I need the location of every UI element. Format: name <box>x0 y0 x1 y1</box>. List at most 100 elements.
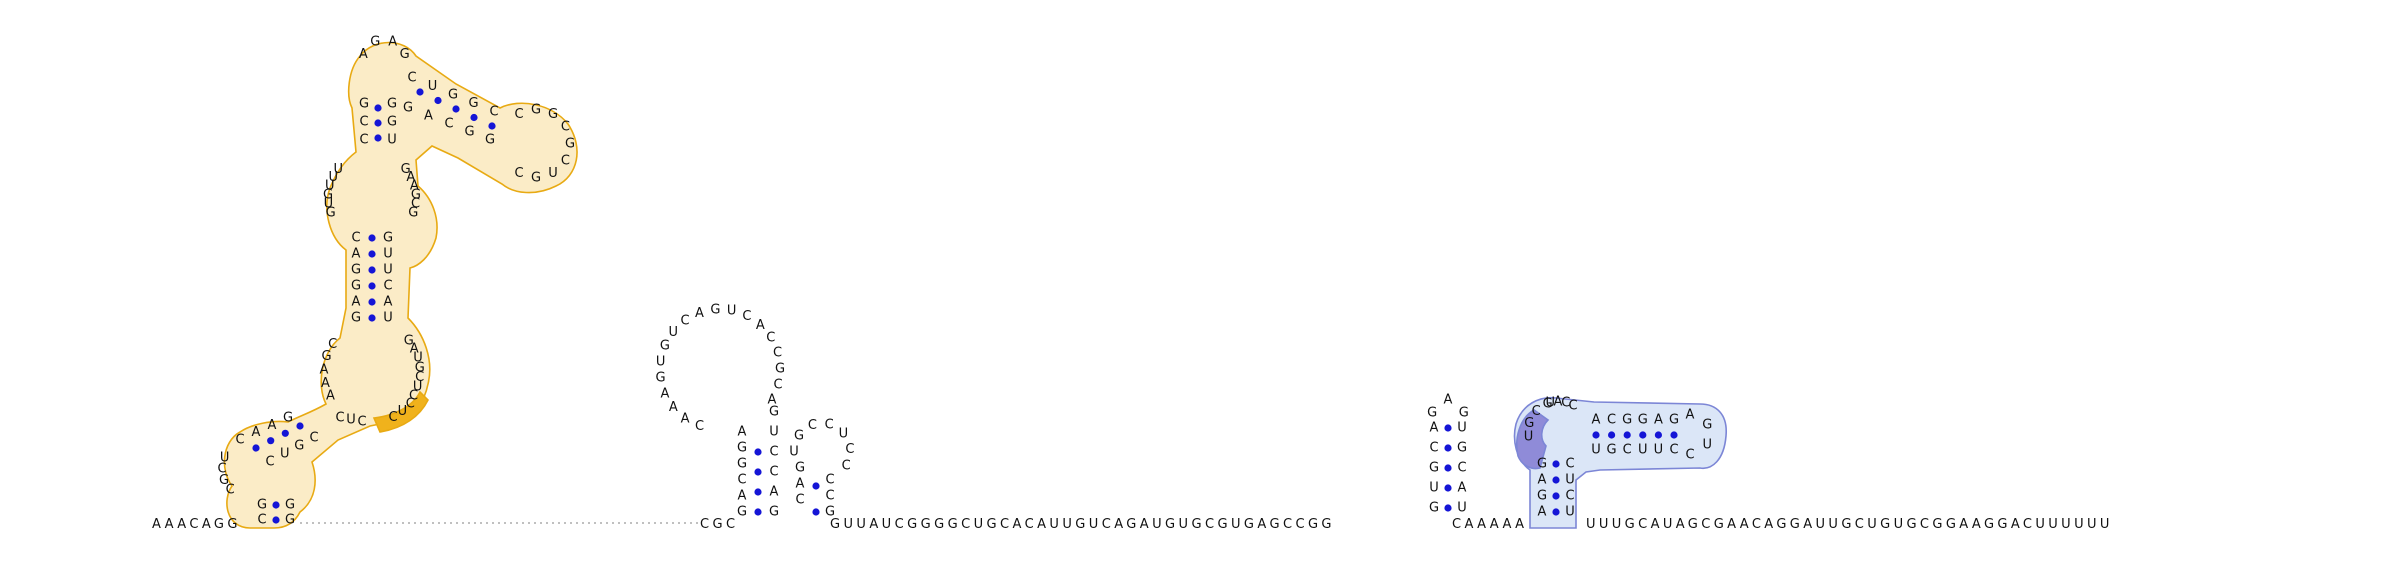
nt-left-right-loop: C <box>561 120 570 135</box>
nt-left-mid-5p: C <box>351 231 360 246</box>
nt-blue-vert-5p: A <box>1538 505 1547 520</box>
nt-blue-loop: C <box>1561 396 1570 411</box>
nt-blue-vert-3p: U <box>1565 473 1575 488</box>
nt-left-mid-5p: G <box>351 263 361 278</box>
base-pair-dot <box>1444 424 1452 432</box>
nt-left-base-loop: G <box>219 473 229 488</box>
base-pair-dot <box>452 105 460 113</box>
nt-left-lower-5p: G <box>283 411 293 426</box>
nt-rs-stem-5p: U <box>1429 481 1439 496</box>
nt-blue-stem-5p: G <box>1669 413 1679 428</box>
nt-left-upper-5p: G <box>448 88 458 103</box>
nt-blue-tip: U <box>1703 438 1713 453</box>
nt-blue-vert-5p: A <box>1538 473 1547 488</box>
nt-left-top-loop: A <box>359 47 368 62</box>
nt-rs-stem-3p: G <box>1457 441 1467 456</box>
base-pair-dot <box>1592 431 1600 439</box>
base-pair-dot <box>374 104 382 112</box>
nt-left-lower-loop-5p: G <box>321 349 331 364</box>
nt-mid-side-loop: U <box>839 427 849 442</box>
nt-left-right-loop: G <box>531 103 541 118</box>
base-pair-dot <box>252 444 260 452</box>
nt-rs-stem-5p: C <box>1429 441 1438 456</box>
nt-left-right-loop: U <box>548 166 558 181</box>
base-pair-dot <box>812 508 820 516</box>
base-pair-dot <box>470 113 478 122</box>
nt-left-mid-loop-3p: A <box>410 178 419 193</box>
nt-mid-loop: A <box>695 306 704 321</box>
nt-left-base-5p: C <box>257 513 266 528</box>
nt-mid-stem-3p: A <box>770 485 779 500</box>
baseline-sequence: AAACAGG CGC GUUAUCGGGGCUGCACAUUGUCAGAUGU… <box>152 517 2109 532</box>
nt-left-upper-5p: C <box>407 71 416 86</box>
nt-mid-loop: C <box>766 331 775 346</box>
nt-mid-loop: C <box>773 345 782 360</box>
nt-blue-stem-5p: G <box>1638 413 1648 428</box>
nt-left-mid-loop-3p: C <box>411 197 420 212</box>
nt-left-mid-loop-3p: G <box>401 162 411 177</box>
nt-left-upper-5p: C <box>489 105 498 120</box>
base-pair-dot <box>1444 444 1452 452</box>
nt-mid-loop: C <box>742 309 751 324</box>
base-pair-dot <box>1444 484 1452 492</box>
nt-left-right-loop: C <box>514 166 523 181</box>
nt-left-mid-3p: C <box>383 279 392 294</box>
nt-blue-vert-3p: C <box>1565 457 1574 472</box>
nt-mid-stem-5p: A <box>738 489 747 504</box>
nt-mid-loop: A <box>660 386 669 401</box>
nt-blue-stem-5p: C <box>1607 413 1616 428</box>
nt-blue-stem-3p: U <box>1638 443 1648 458</box>
base-pair-dot <box>374 134 382 142</box>
nt-left-lower-3p: C <box>265 455 274 470</box>
nt-left-right-loop: G <box>531 171 541 186</box>
nt-blue-highlight: U <box>1524 430 1534 445</box>
nt-left-highlight-linear: U <box>346 413 356 428</box>
nt-mid-stem-3p: G <box>769 505 779 520</box>
nt-left-lower-loop-3p: A <box>410 342 419 357</box>
nt-left-right-loop: C <box>561 154 570 169</box>
base-pair-dot <box>281 429 289 437</box>
nt-mid-stem-5p: C <box>737 473 746 488</box>
base-pair-dot <box>368 298 376 306</box>
nt-blue-loop: U <box>1545 396 1555 411</box>
base-pair-dot <box>368 250 376 258</box>
nt-left-lower-loop-5p: A <box>321 376 330 391</box>
nt-left-base-5p: G <box>257 498 267 513</box>
nt-left-highlight-linear: C <box>335 411 344 426</box>
nt-left-mid-3p: A <box>384 295 393 310</box>
base-pair-dot <box>368 282 376 290</box>
nt-blue-stem-3p: C <box>1669 443 1678 458</box>
nt-left-junction-3p: U <box>387 133 397 148</box>
nt-left-lower-loop-5p: C <box>328 337 337 352</box>
nt-mid-loop: C <box>681 314 690 329</box>
nt-left-lower-loop-3p: G <box>415 360 425 375</box>
base-pair-dots <box>252 88 1678 524</box>
base-pair-dot <box>416 88 424 96</box>
nt-rs-stem-3p: C <box>1457 461 1466 476</box>
nt-blue-tip: A <box>1686 408 1695 423</box>
nt-left-top-loop: G <box>400 47 410 62</box>
nt-mid-side-3p: G <box>825 505 835 520</box>
nt-mid-loop: U <box>727 304 737 319</box>
nt-left-upper-3p: C <box>444 117 453 132</box>
nt-left-lower-3p: U <box>280 447 290 462</box>
base-pair-dot <box>368 266 376 274</box>
nt-left-upper-3p: G <box>485 133 495 148</box>
nt-left-right-loop: G <box>548 107 558 122</box>
nt-left-mid-3p: G <box>383 231 393 246</box>
nt-blue-stem-3p: U <box>1654 443 1664 458</box>
nt-left-mid-loop-5p: G <box>326 206 336 221</box>
nt-left-junction-3p: G <box>387 97 397 112</box>
nt-mid-side-loop: U <box>789 445 799 460</box>
nt-mid-loop: G <box>660 339 670 354</box>
nt-left-upper-3p: A <box>424 109 433 124</box>
nt-left-mid-loop-5p: U <box>324 197 334 212</box>
nt-blue-highlight: G <box>1524 416 1534 431</box>
nt-rs-stem-5p: G <box>1429 461 1439 476</box>
nt-rs-stem-3p: U <box>1457 501 1467 516</box>
nt-blue-loop: A <box>1554 395 1563 410</box>
nt-mid-stem-3p: U <box>769 425 779 440</box>
base-pair-dot <box>1444 464 1452 472</box>
nt-left-highlight: C <box>406 397 415 412</box>
